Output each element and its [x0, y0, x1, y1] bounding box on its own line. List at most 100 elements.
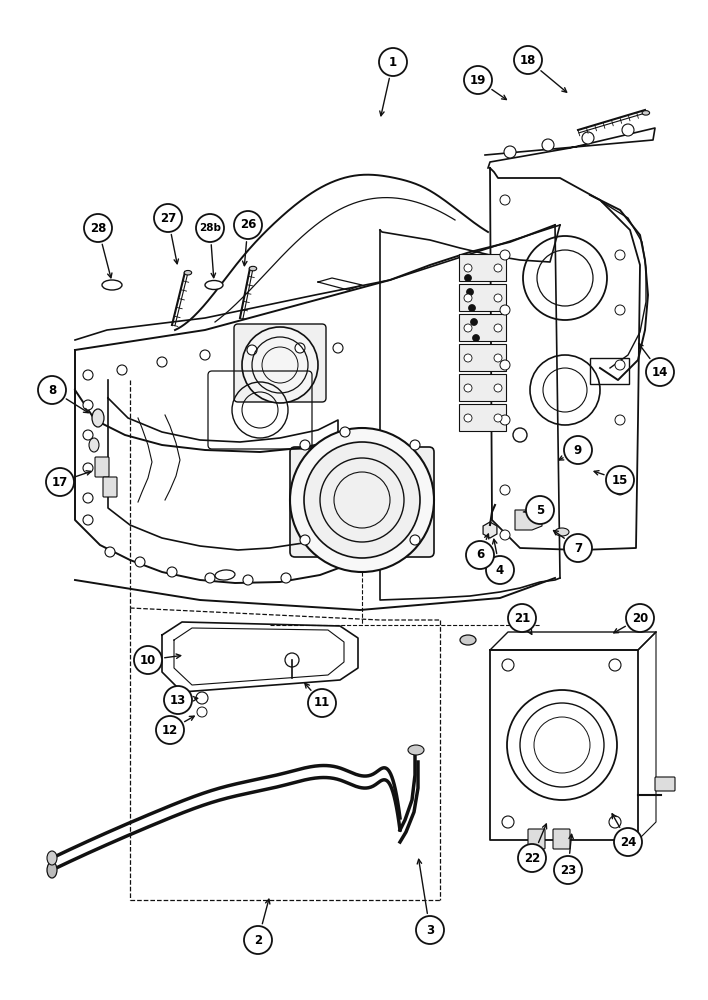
FancyBboxPatch shape [290, 447, 434, 557]
Text: 6: 6 [476, 548, 484, 562]
Circle shape [295, 343, 305, 353]
Circle shape [247, 345, 257, 355]
Circle shape [38, 376, 66, 404]
Circle shape [304, 442, 420, 558]
Circle shape [243, 575, 253, 585]
Text: 7: 7 [574, 542, 582, 554]
Ellipse shape [47, 851, 57, 865]
FancyBboxPatch shape [553, 829, 570, 849]
Circle shape [464, 414, 472, 422]
Circle shape [464, 264, 472, 272]
Circle shape [464, 324, 472, 332]
Text: 11: 11 [314, 696, 330, 710]
Circle shape [626, 604, 654, 632]
Circle shape [615, 415, 625, 425]
Circle shape [167, 567, 177, 577]
Circle shape [285, 653, 299, 667]
Circle shape [542, 139, 554, 151]
Circle shape [156, 716, 184, 744]
Circle shape [197, 707, 207, 717]
Circle shape [609, 659, 621, 671]
Circle shape [234, 211, 262, 239]
Circle shape [340, 543, 350, 553]
Ellipse shape [184, 270, 192, 275]
FancyBboxPatch shape [528, 829, 545, 849]
Text: 28b: 28b [199, 223, 221, 233]
FancyBboxPatch shape [459, 374, 506, 401]
Ellipse shape [102, 280, 122, 290]
FancyBboxPatch shape [95, 457, 109, 477]
Circle shape [514, 46, 542, 74]
Circle shape [564, 534, 592, 562]
Circle shape [646, 358, 674, 386]
Circle shape [242, 327, 318, 403]
Circle shape [472, 334, 479, 342]
Circle shape [83, 463, 93, 473]
FancyBboxPatch shape [459, 344, 506, 371]
Circle shape [105, 547, 115, 557]
Ellipse shape [205, 280, 223, 290]
Text: 15: 15 [612, 474, 628, 487]
Circle shape [508, 604, 536, 632]
Circle shape [340, 450, 350, 460]
Text: 24: 24 [620, 836, 636, 848]
Text: 4: 4 [496, 564, 504, 576]
Circle shape [300, 535, 310, 545]
Circle shape [83, 370, 93, 380]
Text: 8: 8 [48, 383, 56, 396]
Circle shape [518, 844, 546, 872]
Circle shape [615, 485, 625, 495]
Circle shape [500, 360, 510, 370]
Circle shape [164, 686, 192, 714]
FancyBboxPatch shape [234, 324, 326, 402]
Text: 5: 5 [536, 504, 544, 516]
FancyBboxPatch shape [655, 777, 675, 791]
Circle shape [502, 816, 514, 828]
Circle shape [614, 828, 642, 856]
Text: 21: 21 [514, 611, 530, 624]
Text: 23: 23 [560, 863, 576, 876]
Circle shape [494, 414, 502, 422]
Circle shape [154, 204, 182, 232]
Text: 3: 3 [426, 924, 434, 936]
Circle shape [340, 427, 350, 437]
Circle shape [500, 415, 510, 425]
Text: 10: 10 [140, 654, 156, 666]
Ellipse shape [92, 409, 104, 427]
Circle shape [606, 466, 634, 494]
Circle shape [84, 214, 112, 242]
Circle shape [196, 692, 208, 704]
Circle shape [205, 573, 215, 583]
Circle shape [486, 556, 514, 584]
Text: 28: 28 [90, 222, 106, 234]
FancyBboxPatch shape [459, 404, 506, 431]
FancyBboxPatch shape [459, 284, 506, 311]
Circle shape [290, 428, 434, 572]
Ellipse shape [642, 111, 650, 115]
Text: 9: 9 [574, 444, 582, 456]
Circle shape [615, 360, 625, 370]
Circle shape [135, 557, 145, 567]
Circle shape [466, 541, 494, 569]
Circle shape [300, 440, 310, 450]
Circle shape [494, 324, 502, 332]
Ellipse shape [460, 635, 476, 645]
Circle shape [502, 659, 514, 671]
Circle shape [500, 485, 510, 495]
Circle shape [200, 350, 210, 360]
Circle shape [333, 343, 343, 353]
Circle shape [564, 436, 592, 464]
Circle shape [244, 926, 272, 954]
Circle shape [46, 468, 74, 496]
Circle shape [83, 400, 93, 410]
Text: 26: 26 [240, 219, 256, 232]
Circle shape [308, 689, 336, 717]
Text: 20: 20 [632, 611, 648, 624]
Circle shape [340, 473, 350, 483]
Circle shape [504, 146, 516, 158]
Circle shape [554, 856, 582, 884]
Polygon shape [515, 510, 542, 530]
Text: 1: 1 [389, 55, 397, 68]
Circle shape [500, 305, 510, 315]
Circle shape [410, 535, 420, 545]
